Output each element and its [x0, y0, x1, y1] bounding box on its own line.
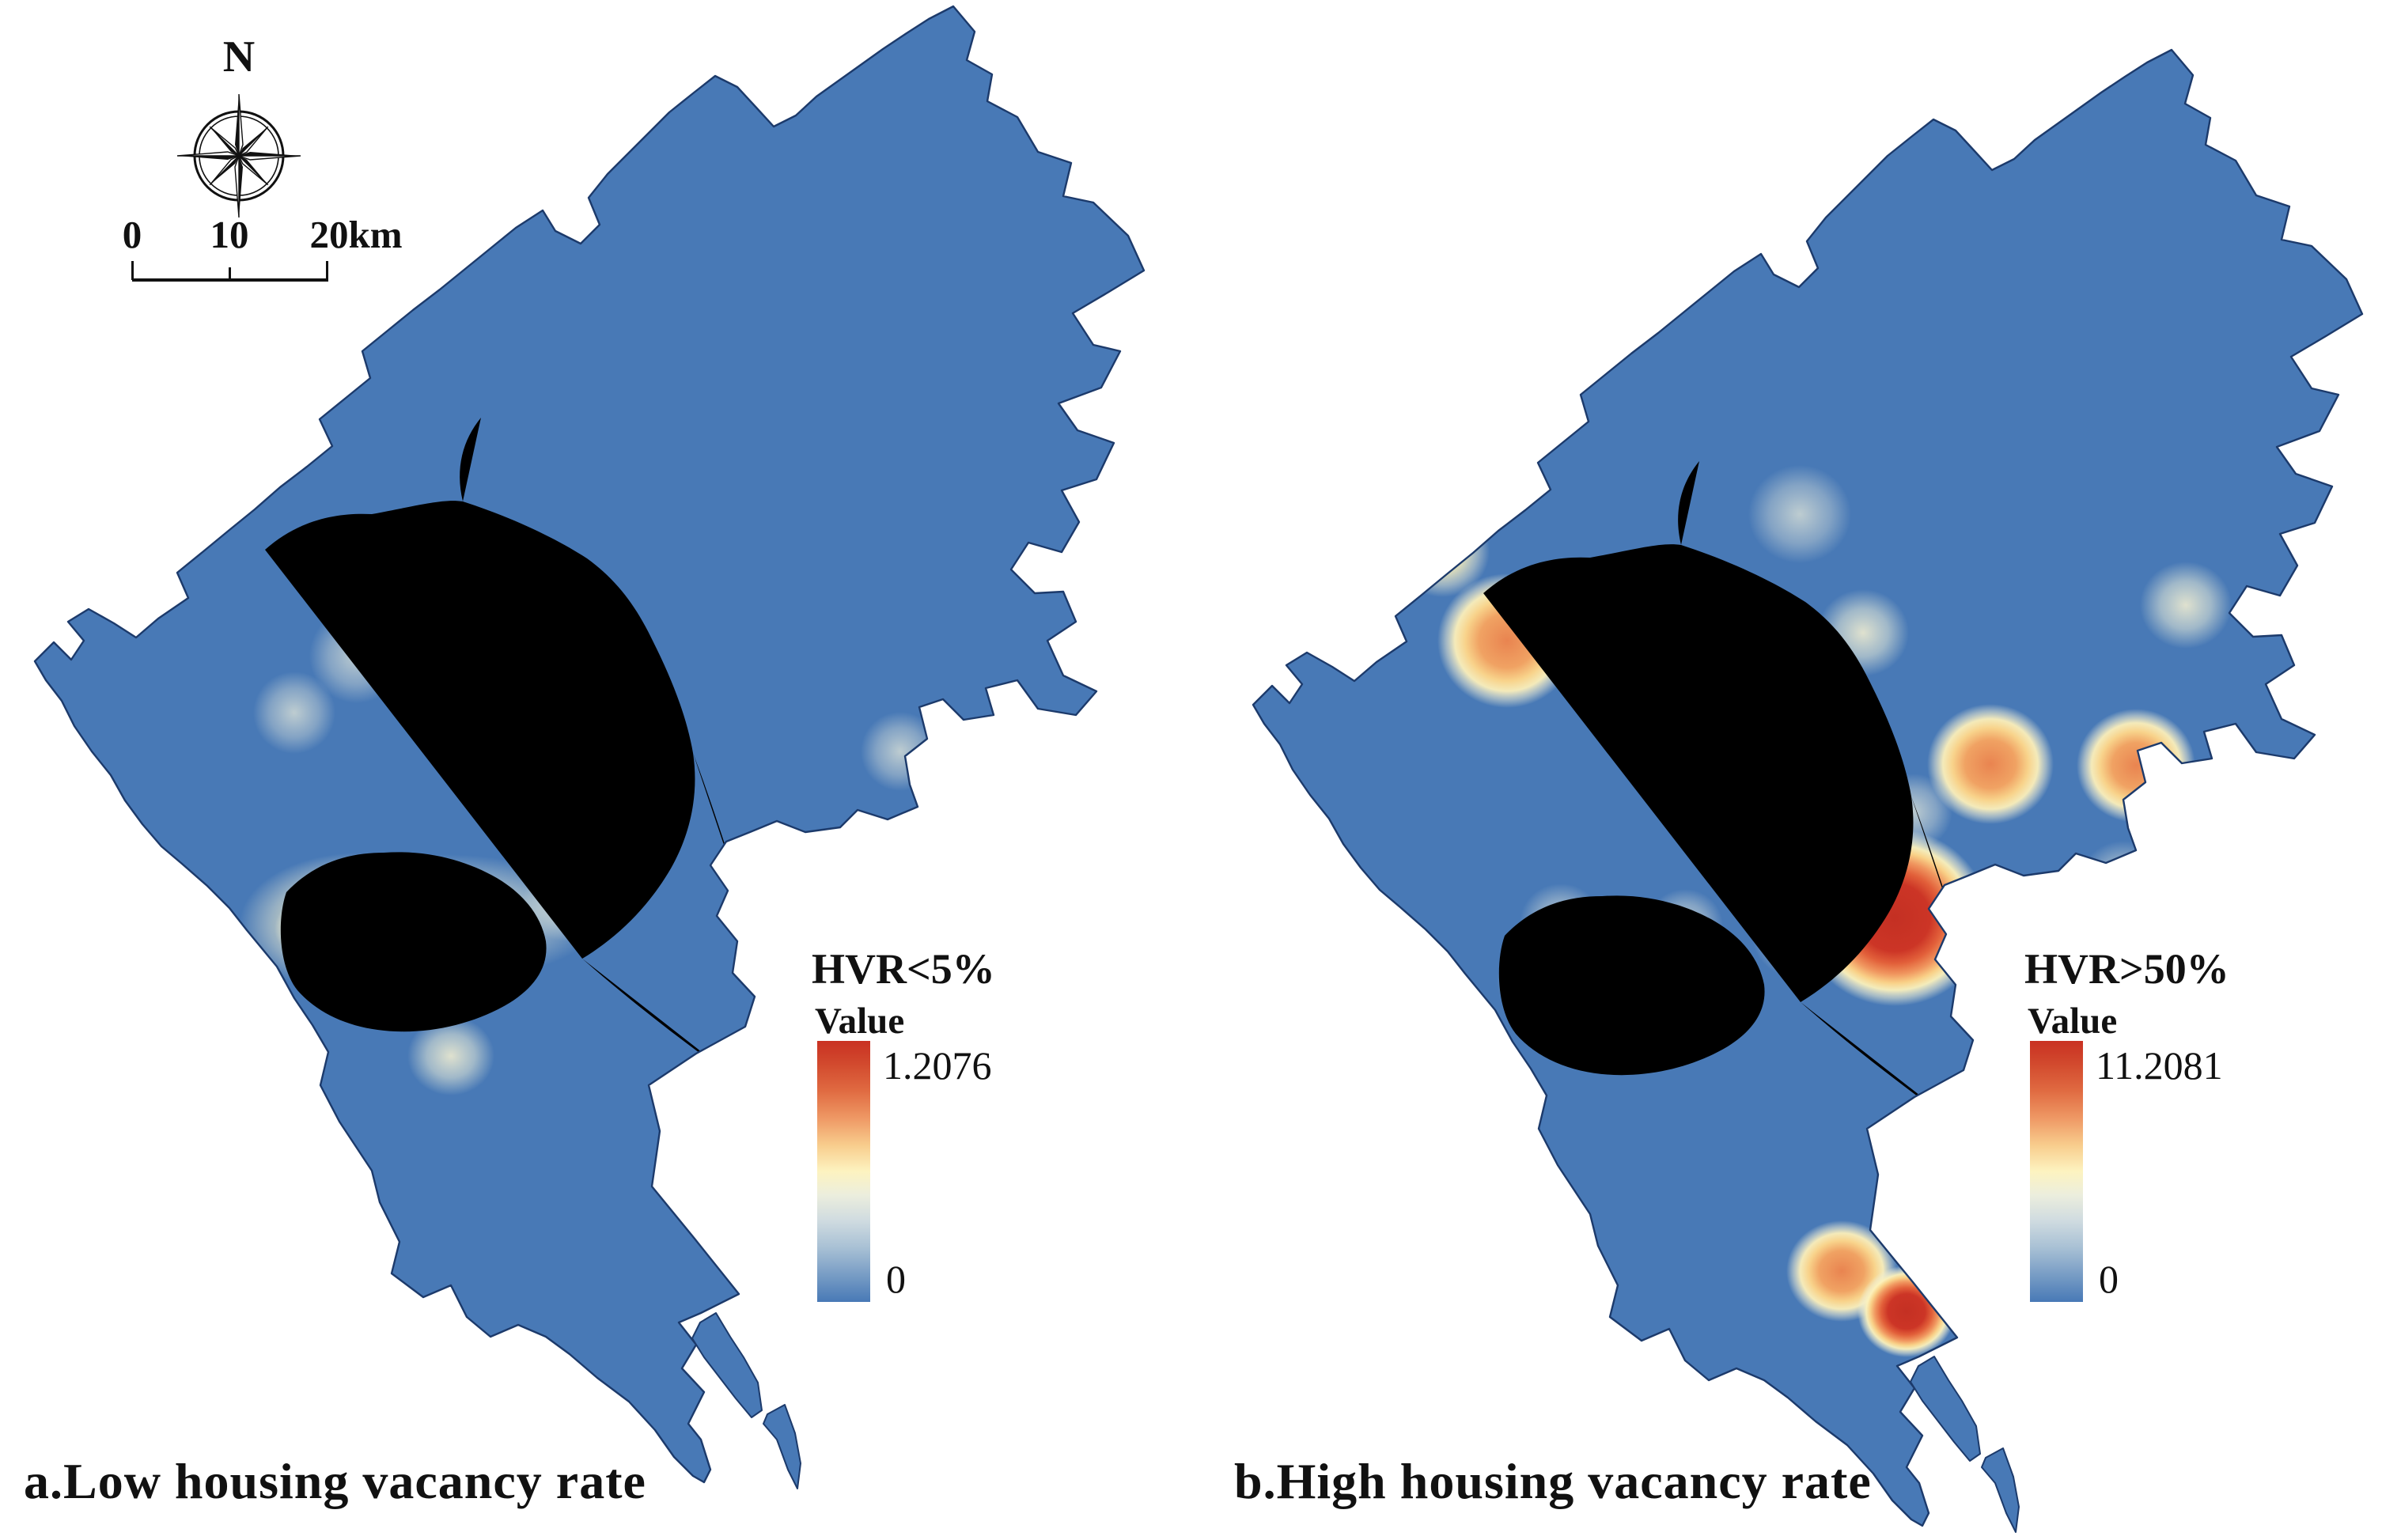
heat-spot-orange [2077, 709, 2195, 823]
scale-tick-10: 10 [210, 213, 249, 256]
scale-bar-tick-mark [131, 261, 134, 280]
legend-min-b: 0 [2099, 1257, 2119, 1301]
legend-subtitle-a: Value [815, 1001, 905, 1042]
scale-tick-20km: 20km [309, 213, 403, 256]
legend-max-b: 11.2081 [2096, 1043, 2223, 1088]
caption-panel-b: b.High housing vacancy rate [1234, 1453, 1872, 1509]
heat-spot-faint [1748, 465, 1851, 563]
caption-panel-a: a.Low housing vacancy rate [24, 1453, 646, 1509]
legend-title-a: HVR<5% [812, 945, 995, 993]
heat-spot-faint [861, 712, 940, 791]
heat-spot-red [1858, 1266, 1956, 1357]
island-b-1 [1910, 1356, 1981, 1462]
compass-rose-icon [176, 93, 301, 218]
island-b-2 [1981, 1447, 2020, 1533]
heat-spot-faint [253, 672, 335, 754]
heat-spot-pale [2140, 562, 2232, 649]
legend-min-a: 0 [886, 1257, 906, 1301]
heat-spot-orange [1927, 704, 2054, 824]
legend-subtitle-b: Value [2028, 1001, 2118, 1042]
scale-bar: 0 10 20km [111, 212, 451, 299]
legend-colorbar-a [817, 1041, 870, 1302]
island-a-2 [763, 1404, 801, 1489]
legend-colorbar-b [2030, 1041, 2083, 1302]
legend-high-hvr: HVR>50% Value 11.2081 0 [2020, 933, 2289, 1329]
legend-title-b: HVR>50% [2024, 945, 2229, 993]
scale-bar-line [132, 278, 328, 282]
scale-bar-tick-mark [326, 261, 328, 280]
legend-max-a: 1.2076 [883, 1043, 992, 1088]
scale-tick-0: 0 [122, 213, 142, 256]
north-label: N [222, 32, 256, 81]
island-a-1 [691, 1312, 763, 1418]
legend-low-hvr: HVR<5% Value 1.2076 0 [807, 933, 1076, 1329]
heat-spot-pale [407, 1016, 494, 1095]
heat-spot-faint [2080, 841, 2167, 923]
scale-bar-tick-mark [229, 267, 231, 280]
